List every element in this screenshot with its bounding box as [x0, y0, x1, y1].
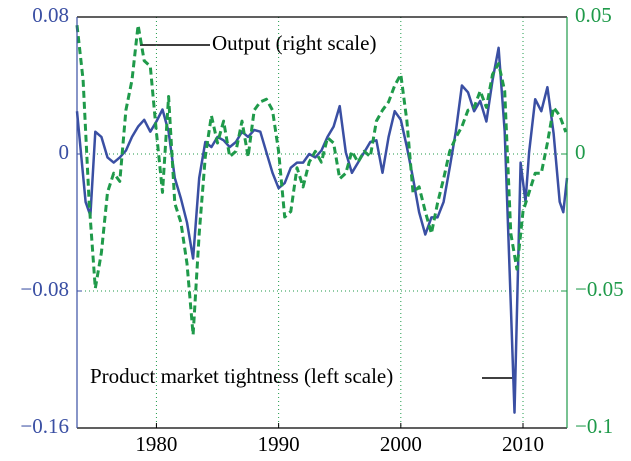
y2-tick-label: 0.05	[575, 3, 612, 27]
y-tick-label: −0.08	[20, 277, 69, 301]
x-tick-label: 2000	[380, 432, 422, 456]
x-tick-label: 2010	[502, 432, 544, 456]
series-line	[75, 46, 569, 414]
x-tick-label: 1990	[258, 432, 300, 456]
y-tick-label: 0	[59, 140, 70, 164]
annotation: Product market tightness (left scale)	[90, 364, 393, 388]
y2-tick-label: −0.1	[575, 414, 613, 438]
y2-tick-label: −0.05	[575, 277, 624, 301]
x-tick-label: 1980	[135, 432, 177, 456]
y-tick-label: −0.16	[20, 414, 69, 438]
y2-tick-label: 0	[575, 140, 586, 164]
annotation: Output (right scale)	[212, 31, 376, 55]
series-line	[75, 23, 568, 337]
y-tick-label: 0.08	[32, 3, 69, 27]
